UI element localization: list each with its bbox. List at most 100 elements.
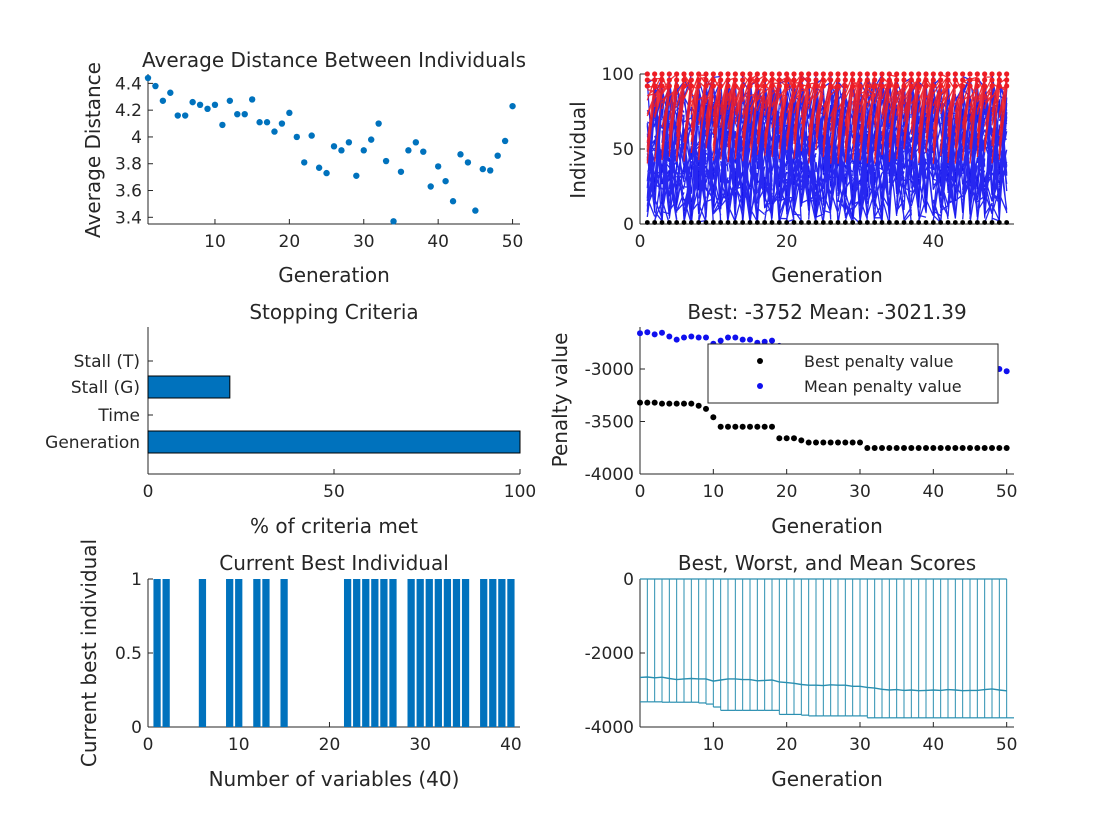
distance-point [159,97,167,104]
distance-point [323,169,330,177]
best-penalty-point [813,439,819,446]
genealogy-base-point [879,220,885,225]
best-penalty-point [739,423,746,430]
genealogy-mutation-lines [771,75,780,157]
distance-point [405,147,412,154]
genealogy-mutation-lines [852,75,861,160]
genealogy-elite-point [813,71,819,77]
genealogy-elite-point [908,83,914,89]
genealogy-elite-point [842,83,848,89]
genealogy-elite-point [681,83,687,89]
genealogy-elite-point [850,71,856,77]
genealogy-elite-point [725,83,731,89]
genealogy-crossover-lines [756,76,766,223]
genealogy-mutation-lines [661,75,670,161]
mean-penalty-point [725,334,731,341]
genealogy-mutation-lines [654,74,663,162]
genealogy-elite-point [754,83,760,89]
genealogy-base-point [952,220,958,225]
best-individual-bar [362,579,370,727]
distance-point [144,74,152,82]
genealogy-elite-point [974,83,980,89]
genealogy-elite-point [747,83,753,89]
distance-ytick-label: 4 [131,128,142,148]
genealogy-elite-point [901,83,907,89]
mean-penalty-point [1003,368,1010,375]
genealogy-elite-point [989,77,995,83]
genealogy-elite-point [710,77,716,83]
bestIndividual-ytick-label: 0.5 [115,644,142,664]
genealogy-mutation-lines [874,74,883,164]
genealogy-elite-point [828,77,834,83]
genealogy-elite-point [864,83,870,89]
genealogy-elite-point [857,77,863,83]
genealogy-crossover-lines [976,76,986,223]
genealogy-elite-point [967,77,973,83]
genealogy-elite-point [776,71,782,77]
genealogy-elite-point [960,71,966,77]
best-penalty-point [945,444,951,451]
genealogy-elite-point [901,77,907,83]
genealogy-base-point [659,220,665,225]
distance-ytick-label: 4.2 [115,101,142,121]
genealogy-elite-point [916,71,922,77]
genealogy-elite-point [813,83,819,89]
mean-penalty-point [688,333,695,340]
genealogy-elite-point [784,71,790,77]
distance-point [420,148,427,155]
genealogy-base-point [806,220,812,225]
genealogy-elite-point [989,71,995,77]
best-penalty-point [857,439,863,446]
genealogy-elite-point [798,77,804,83]
genealogy-elite-point [945,83,951,89]
best-individual-bar [389,579,397,727]
genealogy-elite-point [798,83,804,89]
genealogy-mutation-lines [676,74,685,162]
genealogy-mutation-lines [690,73,700,154]
genealogy-mutation-lines [698,74,707,161]
genealogy-elite-point [747,77,753,83]
penalty-ylabel: Penalty value [548,333,572,468]
penalty-xtick-label: 50 [996,482,1018,502]
genealogy-elite-point [644,83,650,89]
genealogy-base-point [776,220,782,225]
genealogy-elite-point [923,83,929,89]
genealogy-elite-point [806,71,812,77]
distance-point [382,157,390,165]
best-individual-xlabel: Number of variables (40) [209,767,460,791]
genealogy-base-point [762,220,768,225]
best-penalty-point [1003,444,1010,451]
genealogy-elite-point [982,83,988,89]
genealogy-elite-point [989,83,995,89]
penalty-xtick-label: 10 [703,482,725,502]
distance-ytick-label: 3.4 [115,208,142,228]
genealogy-crossover-lines [822,77,832,221]
best-individual-bar [461,579,470,727]
genealogy-elite-point [872,83,878,89]
genealogy-mutation-lines [940,73,949,157]
best-penalty-point [879,444,885,451]
genealogy-base-point [894,220,900,225]
genealogy-base-point [835,220,841,225]
genealogy-elite-point [791,83,797,89]
genealogy-xtick-label: 20 [776,232,798,252]
best-penalty-point [688,400,695,407]
best-penalty-point [769,423,775,430]
distance-point [472,207,479,214]
scores-title: Best, Worst, and Mean Scores [678,551,976,575]
mean-penalty-point [739,336,746,343]
best-individual-bar [280,579,288,727]
genealogy-crossover-lines [661,75,670,225]
genealogy-elite-point [1004,77,1010,83]
genealogy-elite-point [703,77,709,83]
penalty-xtick-label: 40 [923,482,945,502]
genealogy-base-point [850,220,856,225]
distance-point [412,139,420,146]
genealogy-elite-point [718,71,724,77]
genealogy-elite-point [688,83,694,89]
genealogy-elite-point [864,77,870,83]
genealogy-base-point [857,220,863,225]
genealogy-elite-point [872,71,878,77]
best-penalty-point [886,444,893,451]
penalty-ytick-label: -3000 [585,360,634,380]
